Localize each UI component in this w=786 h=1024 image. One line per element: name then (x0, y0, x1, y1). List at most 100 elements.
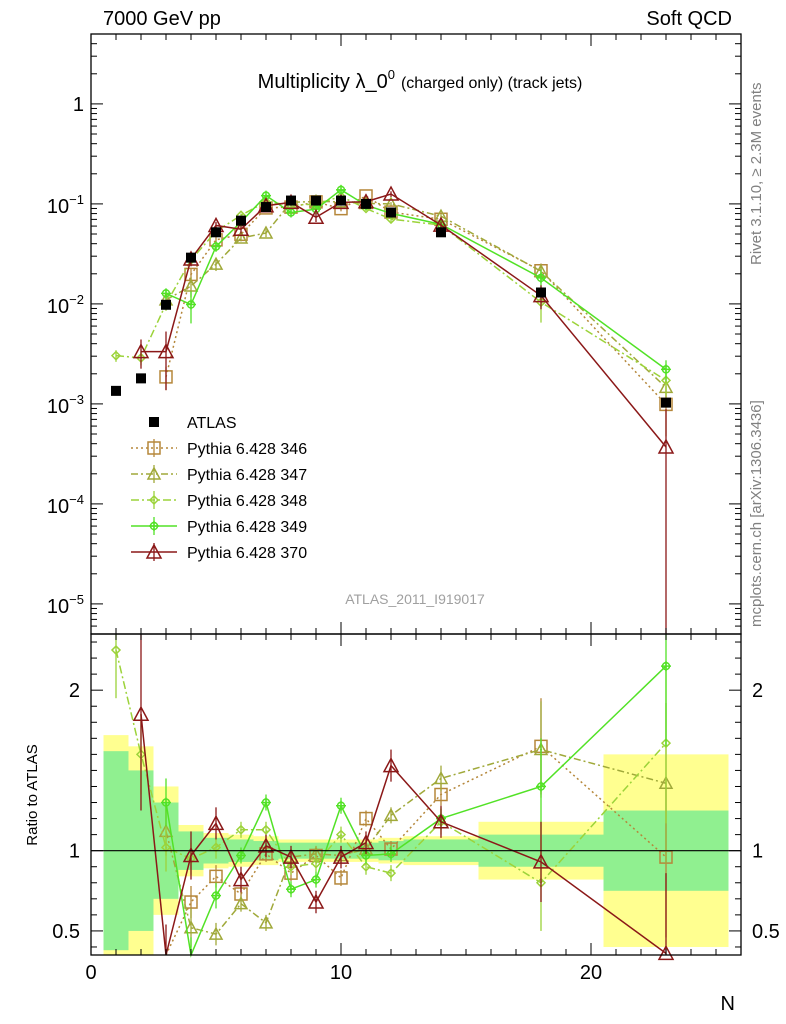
main-y-tick-label: 10−3 (47, 392, 84, 418)
main-y-tick-label: 10−2 (47, 292, 84, 318)
ratio-point (260, 824, 272, 835)
series-line-ratio (165, 745, 667, 956)
ratio-uncertainty-bands (103, 735, 729, 955)
legend-label: Pythia 6.428 346 (187, 441, 307, 458)
legend-entry-0: ATLAS (149, 415, 237, 432)
ratio-point (433, 770, 449, 785)
main-y-tick-label: 10−4 (47, 492, 84, 518)
main-point (157, 343, 175, 359)
legend: ATLAS Pythia 6.428 346 Pythia 6.428 347 Pyt… (131, 415, 307, 562)
main-point (657, 438, 675, 454)
series-line-ratio (165, 748, 667, 935)
ratio-point (257, 837, 275, 853)
atlas-data-point (136, 373, 146, 384)
main-point (232, 220, 250, 237)
legend-marker (145, 543, 163, 559)
ratio-point (360, 861, 372, 872)
ratio-point (258, 915, 274, 929)
ratio-point (310, 858, 322, 869)
main-point (110, 350, 122, 361)
main-point (660, 375, 672, 386)
main-point (382, 185, 400, 201)
main-point (208, 256, 224, 270)
ratio-y-tick-label-left: 0.5 (52, 921, 80, 943)
ratio-point (532, 853, 550, 869)
legend-marker (148, 494, 160, 506)
ratio-point (207, 814, 225, 831)
atlas-data-point (536, 287, 546, 298)
ratio-point (657, 944, 675, 961)
ratio-point (182, 846, 200, 863)
main-point (307, 208, 325, 225)
legend-marker (146, 466, 162, 480)
atlas-data (111, 195, 671, 408)
ratio-y-axis-label: Ratio to ATLAS (24, 744, 41, 845)
ratio-point (382, 757, 400, 773)
main-point (385, 214, 397, 225)
ratio-point (184, 895, 198, 909)
main-point (132, 343, 150, 359)
ratio-y-tick-label-right: 0.5 (752, 921, 780, 943)
ratio-point (432, 813, 450, 829)
legend-label: ATLAS (187, 415, 237, 432)
main-y-tick-label: 10−1 (47, 192, 84, 218)
ratio-point (285, 861, 297, 872)
atlas-data-point (161, 299, 171, 310)
x-tick-label: 20 (580, 962, 602, 984)
legend-marker (149, 417, 159, 427)
header-right-label: Soft QCD (646, 8, 732, 30)
legend-marker (147, 441, 161, 455)
analysis-label: ATLAS_2011_I919017 (345, 591, 485, 607)
ratio-point (385, 868, 397, 879)
ratio-point (183, 920, 199, 934)
main-frame (90, 33, 742, 635)
atlas-data-point (286, 195, 296, 206)
legend-entry-3: Pythia 6.428 348 (131, 491, 307, 510)
legend-label: Pythia 6.428 349 (187, 519, 307, 536)
legend-entry-4: Pythia 6.428 349 (131, 517, 307, 536)
ratio-point (110, 644, 122, 656)
atlas-data-point (336, 195, 346, 206)
x-axis-label: N (721, 993, 735, 1015)
series-ratio-4 (132, 634, 675, 961)
ratio-panel (91, 634, 741, 961)
atlas-data-point (236, 215, 246, 226)
atlas-data-point (211, 227, 221, 238)
ratio-point (332, 848, 350, 864)
main-panel (110, 184, 675, 634)
ratio-point (210, 842, 222, 853)
atlas-data-point (436, 227, 446, 238)
ratio-point (334, 871, 348, 885)
main-y-tick-label: 1 (73, 94, 84, 116)
ratio-point (307, 893, 325, 909)
legend-label: Pythia 6.428 348 (187, 493, 307, 510)
ratio-point (233, 896, 249, 910)
ratio-point (282, 848, 300, 864)
legend-label: Pythia 6.428 370 (187, 545, 307, 562)
ratio-point (208, 926, 224, 940)
series-line-main (165, 200, 667, 388)
legend-entry-5: Pythia 6.428 370 (131, 543, 307, 562)
legend-entry-2: Pythia 6.428 347 (131, 465, 307, 484)
chart-title: Multiplicity λ_00(charged only) (track j… (258, 67, 583, 93)
atlas-data-point (261, 202, 271, 213)
ratio-y-tick-label-left: 1 (69, 841, 80, 863)
ratio-point (335, 829, 347, 840)
main-point (233, 230, 249, 244)
ratio-point (232, 870, 250, 887)
ratio-point (132, 705, 150, 721)
main-point (258, 225, 274, 239)
ratio-point (160, 842, 172, 853)
ratio-point (209, 869, 223, 884)
ratio-point (359, 811, 373, 826)
x-tick-label: 10 (330, 962, 352, 984)
ratio-point (383, 807, 399, 822)
atlas-data-point (361, 198, 371, 209)
axes: 0 10 20 1 10−1 10−2 10−3 10−4 10−5 0.5 0.5 1 1 2 2 (47, 33, 780, 984)
atlas-data-point (186, 252, 196, 263)
x-tick-label: 0 (85, 962, 96, 984)
legend-label: Pythia 6.428 347 (187, 467, 307, 484)
ratio-point (235, 824, 247, 835)
series-ratio-2 (110, 634, 672, 931)
ratio-y-tick-label-left: 2 (69, 680, 80, 702)
